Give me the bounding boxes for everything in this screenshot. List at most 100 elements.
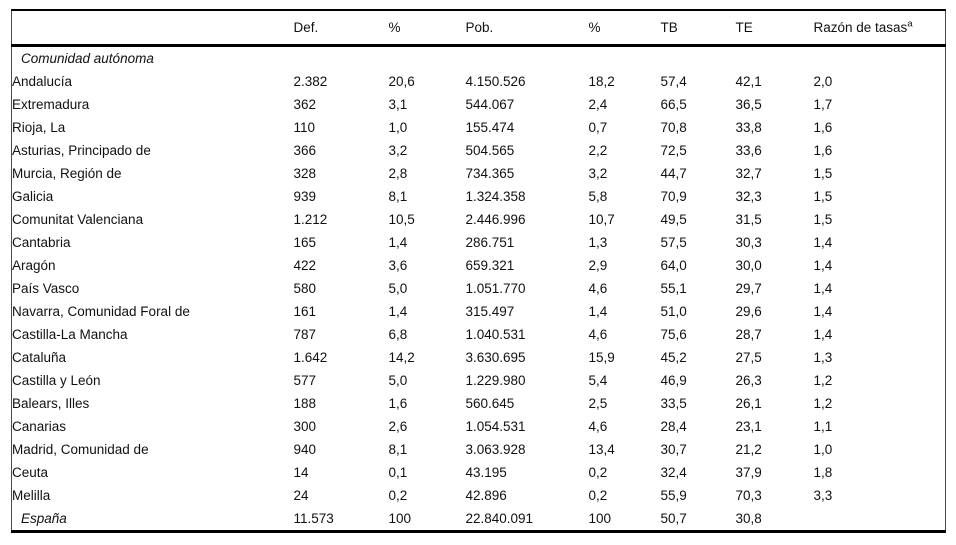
cell-pct-pob: 1,3 [588, 235, 608, 250]
cell-te: 28,7 [735, 327, 762, 342]
table-row: Asturias, Principado de 366 3,2 504.565 … [12, 139, 946, 162]
cell-pct-def: 5,0 [388, 281, 408, 296]
header-pct-pob: % [588, 10, 661, 47]
cell-te: 37,9 [735, 465, 762, 480]
cell-tb: 66,5 [660, 97, 687, 112]
cell-pob: 1.051.770 [465, 281, 526, 296]
cell-pob: 1.040.531 [465, 327, 526, 342]
cell-te: 26,3 [735, 373, 762, 388]
cell-def: 188 [293, 396, 317, 411]
cell-tb: 55,1 [660, 281, 687, 296]
cell-razon: 1,4 [813, 235, 833, 250]
cell-pob: 155.474 [465, 120, 515, 135]
total-row: España 11.573 100 22.840.091 100 50,7 30… [12, 507, 946, 532]
cell-pob: 4.150.526 [465, 74, 526, 89]
cell-tb: 49,5 [660, 212, 687, 227]
cell-te: 42,1 [735, 74, 762, 89]
table-row: Balears, Illes 188 1,6 560.645 2,5 33,5 … [12, 392, 946, 415]
cell-pct-pob: 2,9 [588, 258, 608, 273]
cell-pct-def: 3,2 [388, 143, 408, 158]
cell-tb: 57,4 [660, 74, 687, 89]
cell-te: 29,7 [735, 281, 762, 296]
cell-te: 70,3 [735, 488, 762, 503]
table-row: País Vasco 580 5,0 1.051.770 4,6 55,1 29… [12, 277, 946, 300]
cell-def: 14 [293, 465, 309, 480]
cell-pob: 560.645 [465, 396, 515, 411]
cell-te: 36,5 [735, 97, 762, 112]
cell-def: 1.642 [293, 350, 328, 365]
cell-tb: 45,2 [660, 350, 687, 365]
cell-pob: 2.446.996 [465, 212, 526, 227]
cell-tb: 57,5 [660, 235, 687, 250]
cell-te: 23,1 [735, 419, 762, 434]
cell-pob: 1.324.358 [465, 189, 526, 204]
cell-pct-def: 14,2 [388, 350, 415, 365]
cell-razon: 1,2 [813, 373, 833, 388]
total-name: España [21, 511, 67, 526]
cell-pct-def: 10,5 [388, 212, 415, 227]
cell-pob: 1.054.531 [465, 419, 526, 434]
cell-community-name: Canarias [12, 419, 67, 434]
cell-te: 30,3 [735, 235, 762, 250]
cell-community-name: Galicia [12, 189, 54, 204]
cell-def: 300 [293, 419, 317, 434]
cell-pct-pob: 4,6 [588, 419, 608, 434]
cell-razon: 1,4 [813, 327, 833, 342]
cell-community-name: Castilla-La Mancha [12, 327, 128, 342]
table-row: Andalucía 2.382 20,6 4.150.526 18,2 57,4… [12, 70, 946, 93]
header-pob: Pob. [465, 10, 589, 47]
cell-community-name: País Vasco [12, 281, 80, 296]
cell-tb: 30,7 [660, 442, 687, 457]
cell-razon: 1,5 [813, 212, 833, 227]
cell-pct-def: 1,4 [388, 304, 408, 319]
cell-pct-pob: 4,6 [588, 327, 608, 342]
cell-tb: 28,4 [660, 419, 687, 434]
header-razon: Razón de tasasa [813, 10, 946, 47]
cell-tb: 44,7 [660, 166, 687, 181]
total-pob: 22.840.091 [465, 511, 534, 526]
total-pct-pob: 100 [588, 511, 612, 526]
cell-tb: 46,9 [660, 373, 687, 388]
cell-pct-def: 20,6 [388, 74, 415, 89]
table-row: Aragón 422 3,6 659.321 2,9 64,0 30,0 1,4 [12, 254, 946, 277]
cell-def: 110 [293, 120, 316, 135]
cell-tb: 32,4 [660, 465, 687, 480]
cell-razon: 1,7 [813, 97, 833, 112]
cell-razon: 1,6 [813, 120, 833, 135]
total-razon [814, 507, 946, 532]
cell-community-name: Melilla [12, 488, 51, 503]
cell-razon: 3,3 [813, 488, 833, 503]
cell-def: 577 [293, 373, 317, 388]
cell-te: 32,3 [735, 189, 762, 204]
table-row: Cataluña 1.642 14,2 3.630.695 15,9 45,2 … [12, 346, 946, 369]
cell-te: 32,7 [735, 166, 762, 181]
cell-community-name: Navarra, Comunidad Foral de [12, 304, 190, 319]
footnote-marker: a [907, 18, 913, 30]
table-row: Madrid, Comunidad de 940 8,1 3.063.928 1… [12, 438, 946, 461]
table-body: Comunidad autónoma Andalucía 2.382 20,6 … [12, 46, 946, 532]
cell-razon: 1,4 [813, 258, 833, 273]
cell-pct-def: 6,8 [388, 327, 408, 342]
cell-tb: 64,0 [660, 258, 687, 273]
total-def: 11.573 [293, 511, 334, 526]
cell-pct-def: 3,6 [388, 258, 408, 273]
cell-def: 2.382 [293, 74, 328, 89]
cell-razon: 1,2 [813, 396, 833, 411]
statistics-table: Def. % Pob. % TB TE Razón de tasasa Comu… [11, 9, 946, 533]
cell-pct-def: 0,1 [388, 465, 408, 480]
header-tb: TB [660, 10, 736, 47]
cell-te: 31,5 [735, 212, 762, 227]
table-row: Rioja, La 110 1,0 155.474 0,7 70,8 33,8 … [12, 116, 946, 139]
cell-pob: 315.497 [465, 304, 515, 319]
header-te: TE [735, 10, 814, 47]
cell-pct-pob: 0,7 [588, 120, 608, 135]
cell-razon: 1,4 [813, 281, 833, 296]
table-row: Extremadura 362 3,1 544.067 2,4 66,5 36,… [12, 93, 946, 116]
cell-pob: 42.896 [465, 488, 507, 503]
table-container: Def. % Pob. % TB TE Razón de tasasa Comu… [11, 9, 946, 533]
header-def: Def. [293, 10, 389, 47]
table-row: Galicia 939 8,1 1.324.358 5,8 70,9 32,3 … [12, 185, 946, 208]
table-row: Castilla-La Mancha 787 6,8 1.040.531 4,6… [12, 323, 946, 346]
cell-pct-def: 0,2 [388, 488, 408, 503]
cell-def: 362 [293, 97, 317, 112]
